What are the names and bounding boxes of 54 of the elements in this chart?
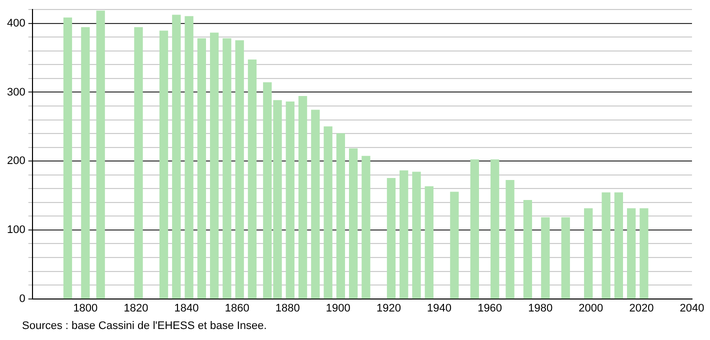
bar [184,16,194,299]
bar [81,27,90,299]
bar [248,60,257,299]
bar [424,186,434,299]
bar [561,217,570,299]
x-tick-label: 1820 [124,302,148,314]
bar [450,192,459,299]
bar [602,192,610,299]
bar [506,180,514,299]
bar [63,18,72,299]
bar [400,170,408,299]
bar [96,10,105,299]
bar [336,133,346,299]
bar [311,110,320,299]
source-note: Sources : base Cassini de l'EHESS et base Insee. [22,320,267,332]
bar [298,96,308,299]
y-tick-label: 0 [19,292,26,305]
bar [349,148,358,299]
bar [627,208,636,299]
x-tick-label: 1840 [174,302,199,314]
bar [134,27,143,299]
bar [386,178,396,299]
bar [286,102,294,299]
y-tick-label: 100 [6,224,26,236]
y-tick-label: 200 [6,155,26,168]
x-tick-label: 1860 [224,302,250,314]
x-tick-label: 1980 [528,302,553,314]
x-tick-label: 1900 [326,302,350,314]
bar [172,14,181,299]
x-tick-label: 1920 [376,302,401,314]
bar [324,126,332,299]
y-tick-label: 300 [6,86,26,98]
bar [584,208,593,299]
bar [470,159,479,299]
x-tick-label: 2040 [680,302,704,314]
x-tick-label: 2020 [629,302,654,314]
y-tick-label: 400 [6,17,26,30]
bar [614,192,624,299]
bar [235,40,244,299]
bar [362,156,370,299]
x-tick-label: 1940 [427,302,452,314]
bar [159,30,168,299]
bar [490,159,500,299]
bar [640,208,648,299]
x-tick-label: 1800 [73,302,98,314]
bar [210,32,219,299]
bar [523,200,532,299]
bar [222,38,232,299]
x-tick-label: 1880 [275,302,300,314]
bar [541,217,550,299]
x-tick-label: 1960 [478,302,502,314]
bar [197,38,206,299]
bar [412,172,421,299]
x-tick-label: 2000 [578,302,604,314]
